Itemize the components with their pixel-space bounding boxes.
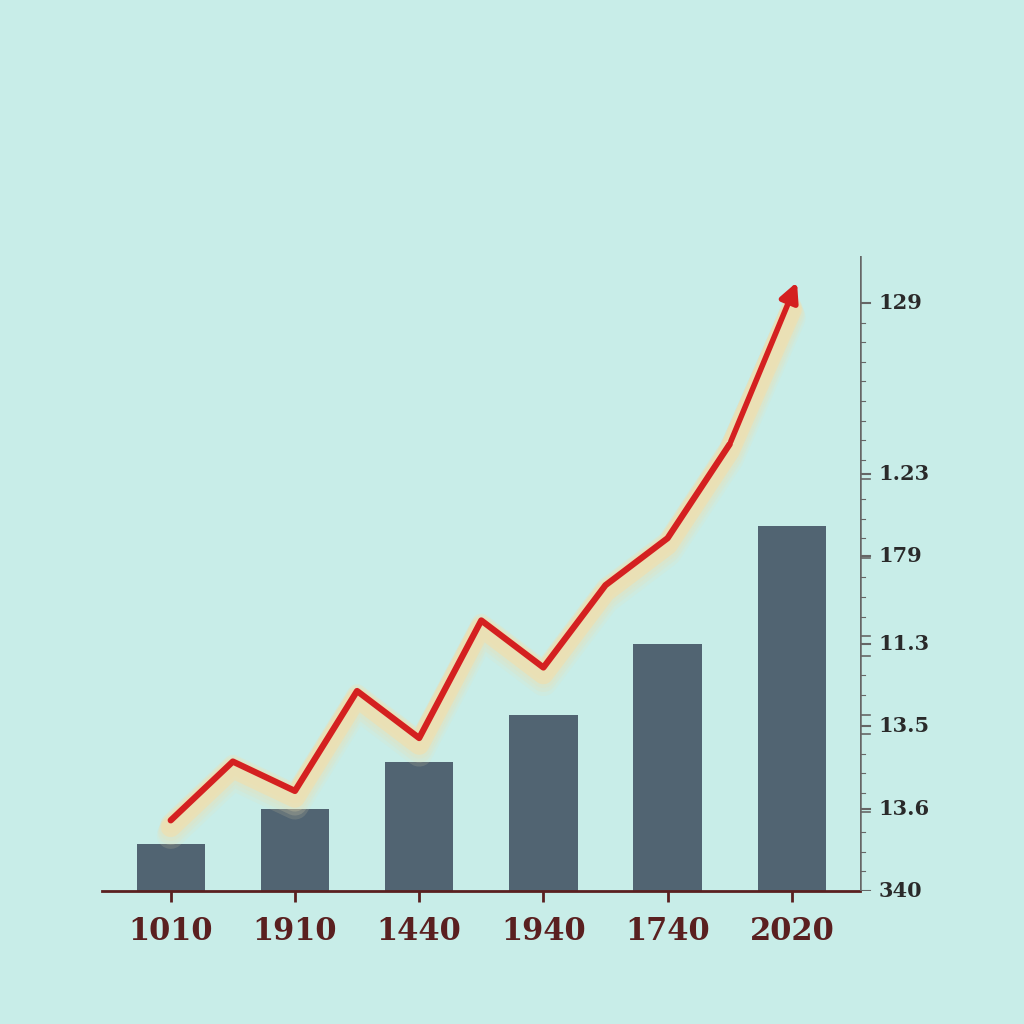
Bar [385,762,454,891]
Text: 1.23: 1.23 [879,464,930,483]
Text: 13.6: 13.6 [879,799,930,818]
Bar [136,844,205,891]
Text: 11.3: 11.3 [879,634,930,654]
Bar [261,809,329,891]
Text: 129: 129 [879,293,923,313]
Text: 179: 179 [879,546,923,566]
Bar [634,644,701,891]
Text: 340: 340 [879,881,923,901]
Bar [758,526,826,891]
Bar [509,715,578,891]
Text: 13.5: 13.5 [879,716,930,736]
